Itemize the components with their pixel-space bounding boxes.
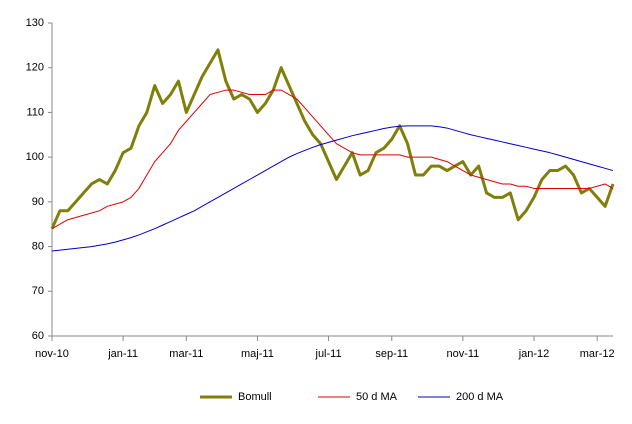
series-line xyxy=(50,48,615,230)
legend-label: Bomull xyxy=(238,391,272,403)
x-tick-label: jan-11 xyxy=(107,348,138,360)
legend-label: 200 d MA xyxy=(456,391,504,403)
x-tick-label: sep-11 xyxy=(375,348,408,360)
x-tick-label: mar-11 xyxy=(169,348,203,360)
series-line xyxy=(51,125,614,252)
y-tick-label: 120 xyxy=(26,62,44,74)
x-tick-label: maj-11 xyxy=(241,348,274,360)
y-tick-label: 100 xyxy=(26,151,44,163)
y-tick-label: 60 xyxy=(32,330,44,342)
x-tick-label: mar-12 xyxy=(580,348,615,360)
legend-label: 50 d MA xyxy=(356,391,398,403)
y-tick-label: 130 xyxy=(26,17,44,29)
y-tick-label: 80 xyxy=(32,240,44,252)
y-tick-label: 90 xyxy=(32,196,44,208)
x-tick-label: jul-11 xyxy=(315,348,342,360)
x-tick-label: nov-10 xyxy=(35,348,69,360)
series-line xyxy=(51,89,614,230)
y-tick-label: 110 xyxy=(26,106,44,118)
x-tick-label: nov-11 xyxy=(446,348,479,360)
x-tick-label: jan-12 xyxy=(518,348,550,360)
y-tick-label: 70 xyxy=(32,285,44,297)
